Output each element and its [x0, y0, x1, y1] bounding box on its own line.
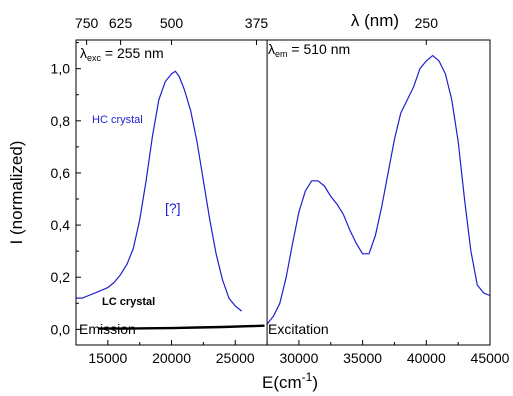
x-tick-label: 35000 [343, 350, 382, 366]
excitation-region-label: Excitation [268, 321, 329, 337]
axes-layer [75, 39, 491, 346]
y-tick-label: 0,2 [51, 269, 71, 285]
series-line-excitation [266, 54, 491, 325]
y-axis-title: I (normalized) [7, 141, 26, 245]
question-label: [?] [165, 200, 181, 216]
emission-wavelength-label: λem = 510 nm [268, 41, 350, 59]
y-tick-label: 0,4 [51, 217, 71, 233]
top-tick-label: 750 [75, 15, 99, 31]
label-layer: 15000 20000 25000 30000 35000 40000 45000 0,0 0,… [7, 11, 510, 392]
lc-crystal-label: LC crystal [102, 296, 155, 308]
excitation-wavelength-label: λexc = 255 nm [80, 45, 164, 63]
x-tick-label: 15000 [88, 350, 127, 366]
top-tick-label: 625 [109, 15, 133, 31]
hc-crystal-label: HC crystal [92, 114, 143, 126]
top-tick-label: 500 [160, 15, 184, 31]
series-line-lc-crystal [98, 324, 265, 330]
top-tick-label: 375 [245, 15, 269, 31]
x-tick-label: 45000 [471, 350, 510, 366]
x-tick-label: 30000 [279, 350, 318, 366]
series-line-hc-crystal [76, 70, 242, 312]
emission-region-label: Emission [79, 321, 136, 337]
y-tick-label: 1,0 [51, 61, 71, 77]
top-tick-label: 250 [415, 15, 439, 31]
x-tick-label: 20000 [152, 350, 191, 366]
x-tick-label: 25000 [216, 350, 255, 366]
y-tick-label: 0,0 [51, 321, 71, 337]
top-axis-title: λ (nm) [351, 11, 399, 30]
x-axis-title: E(cm-1) [262, 370, 318, 392]
series-layer [76, 54, 491, 330]
y-tick-label: 0,8 [51, 113, 71, 129]
plot-frame [75, 39, 491, 346]
y-tick-label: 0,6 [51, 165, 71, 181]
x-tick-label: 40000 [407, 350, 446, 366]
